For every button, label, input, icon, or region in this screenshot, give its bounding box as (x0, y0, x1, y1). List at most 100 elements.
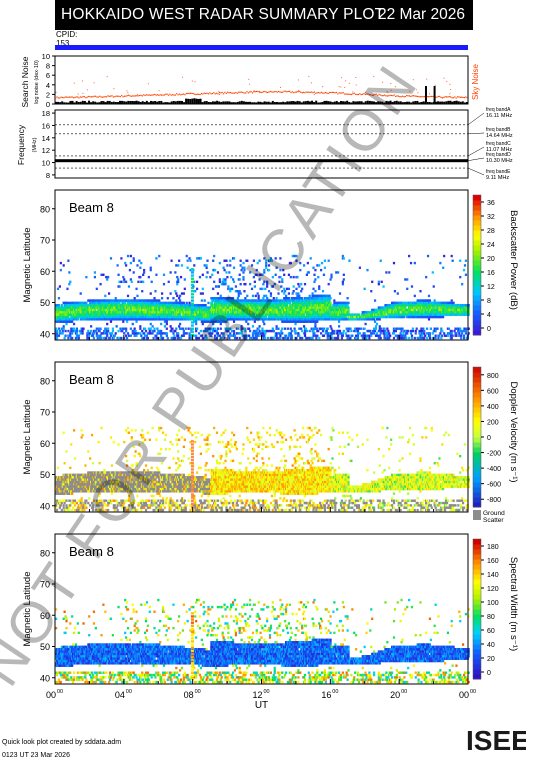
rti-cell (143, 336, 146, 340)
rti-cell (266, 297, 269, 300)
rti-cell (226, 308, 229, 312)
sky-noise-point (132, 95, 134, 97)
rti-cell (156, 327, 159, 330)
rti-cell (361, 318, 364, 321)
rti-cell (410, 334, 414, 337)
rti-cell (301, 313, 304, 316)
rti-cell (364, 322, 367, 326)
sky-noise-point (279, 91, 281, 93)
search-noise-bar (399, 101, 402, 104)
rti-cell (258, 259, 261, 262)
search-noise-bar (135, 100, 138, 104)
rti-cell (279, 334, 282, 337)
search-noise-bar (251, 102, 254, 104)
rti-cell (433, 308, 436, 312)
noise-spike (77, 93, 79, 95)
rti-cell (433, 327, 436, 330)
rti-cell (220, 299, 223, 302)
rti-cell (104, 294, 107, 298)
sky-noise-point (408, 95, 411, 97)
search-noise-bar (381, 101, 384, 104)
search-noise-bar (389, 100, 392, 104)
rti-cell (386, 327, 389, 330)
rti-cell (262, 297, 265, 300)
rti-cell (404, 301, 407, 305)
rti-cell (250, 287, 254, 291)
rti-cell (426, 254, 430, 258)
sky-noise-point (392, 95, 394, 97)
rti-cell (222, 278, 225, 281)
search-noise-bar (294, 101, 297, 104)
rti-cell (174, 336, 177, 340)
rti-cell (377, 280, 380, 284)
rti-cell (260, 332, 263, 335)
rti-cell (284, 290, 287, 293)
sky-noise-point (350, 93, 353, 96)
rti-cell (227, 285, 230, 288)
rti-cell (178, 259, 181, 262)
search-noise-bar (102, 101, 105, 104)
sky-noise-point (363, 92, 365, 95)
rti-cell (92, 332, 96, 335)
sky-noise-point (337, 93, 339, 95)
rti-cell (290, 334, 293, 337)
rti-cell (212, 259, 215, 262)
rti-cell (175, 292, 178, 295)
rti-cell (434, 336, 437, 340)
sky-noise-point (140, 94, 142, 96)
sky-noise-point (324, 91, 327, 94)
rti-cell (65, 322, 68, 326)
rti-cell (421, 334, 424, 337)
rti-cell (288, 301, 291, 305)
sky-noise-point (206, 92, 208, 94)
rti-cell (153, 297, 156, 300)
search-noise-bar (242, 101, 245, 104)
search-noise-bar (280, 102, 283, 104)
rti-cell (144, 329, 148, 333)
rti-cell (93, 301, 97, 305)
rti-cell (198, 275, 202, 279)
sky-noise-point (88, 95, 90, 98)
search-noise-bar (401, 102, 404, 104)
rti-cell (426, 301, 429, 305)
sky-noise-point (246, 91, 248, 93)
rti-cell (55, 327, 58, 330)
rti-cell (86, 334, 89, 337)
rti-cell (333, 332, 336, 335)
rti-cell (382, 285, 385, 288)
rti-cell (222, 332, 225, 335)
rti-cell (126, 332, 130, 335)
rti-cell (258, 332, 261, 335)
rti-cell (70, 304, 73, 307)
search-noise-bar (284, 102, 287, 104)
rti-cell (279, 275, 282, 279)
freq-ytick-label: 10 (42, 159, 50, 168)
rti-cell (335, 271, 338, 274)
rti-cell (428, 306, 432, 309)
search-noise-bar (445, 101, 448, 104)
rti-cell (341, 254, 344, 258)
freq-band-name: freq bandB (486, 127, 511, 133)
rti-cell (234, 285, 238, 288)
rti-cell (192, 285, 195, 288)
rti-cell (443, 332, 446, 335)
rti-cell (397, 304, 400, 307)
rti-cell (345, 327, 348, 330)
rti-cell (128, 268, 132, 272)
rti-cell (64, 334, 67, 337)
rti-cell (325, 301, 328, 305)
noise-spike (113, 88, 115, 90)
rti-cell (289, 332, 292, 335)
sky-noise-point (272, 91, 274, 93)
rti-cell (255, 336, 258, 340)
search-noise-bar (437, 101, 440, 104)
rti-cell (165, 334, 168, 337)
rti-cell (143, 332, 146, 335)
rti-cell (356, 336, 360, 340)
search-noise-bar (420, 101, 423, 104)
rti-cell (378, 334, 381, 337)
rti-cell (138, 259, 141, 262)
rti-cell (424, 334, 427, 337)
rti-cell (68, 301, 71, 305)
rti-cell (204, 308, 207, 312)
